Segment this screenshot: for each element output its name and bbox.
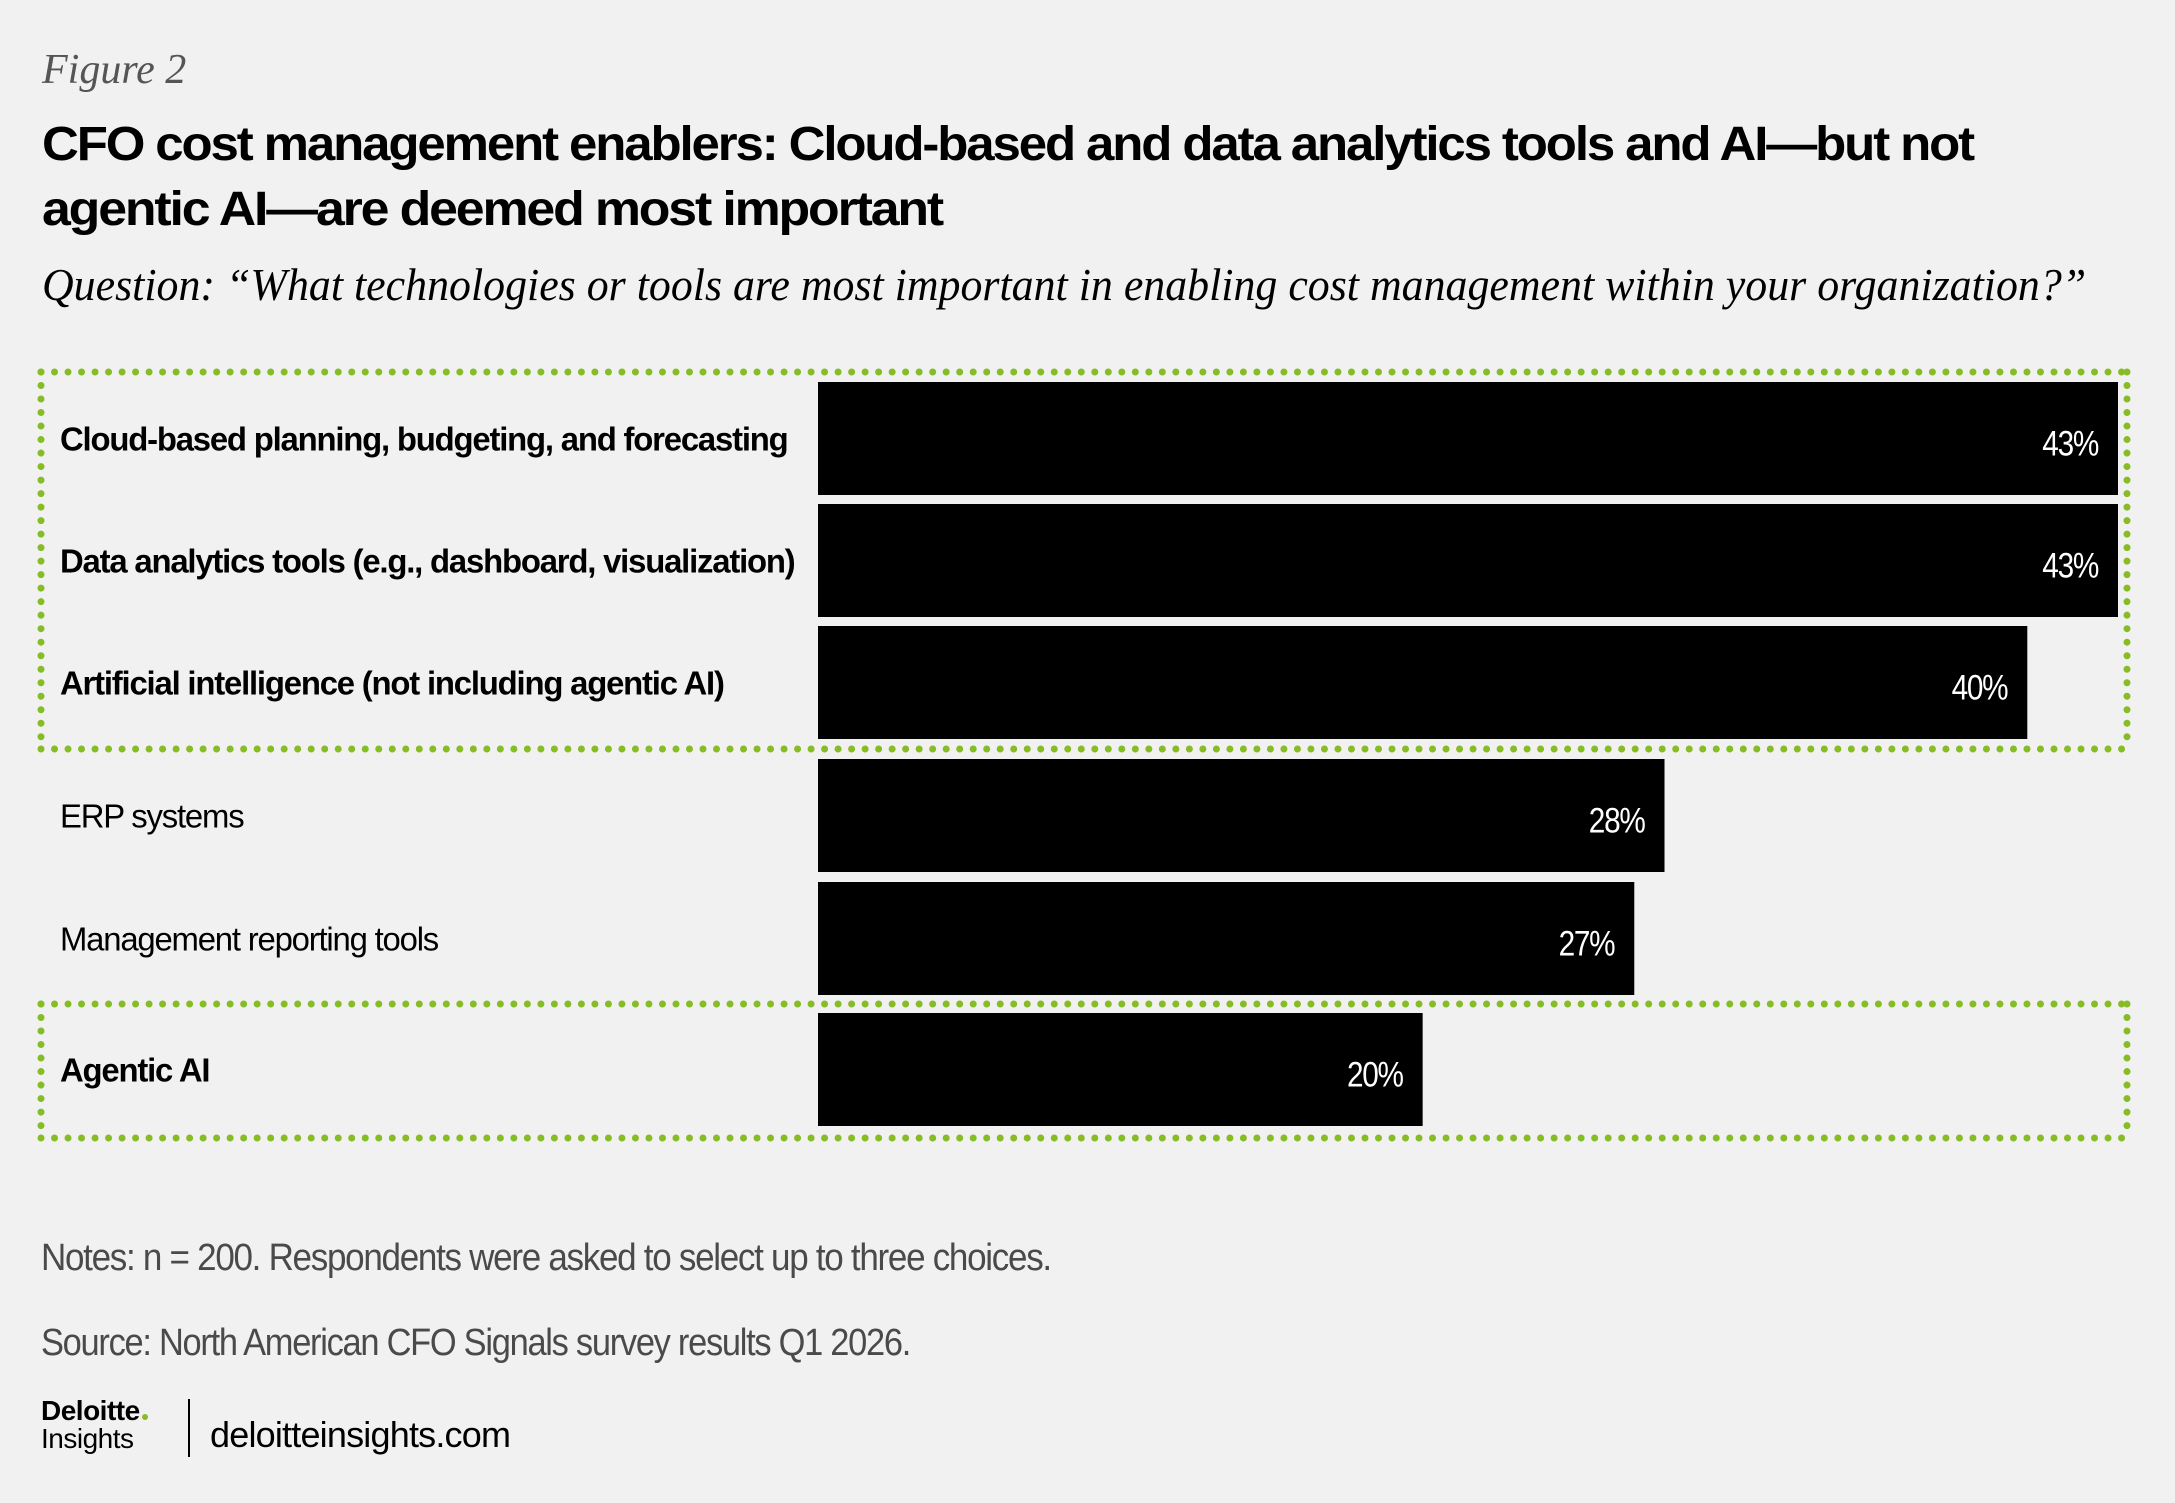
deloitte-green-dot-icon: [141, 1414, 148, 1420]
notes-text: Notes: n = 200. Respondents were asked t…: [41, 1237, 1052, 1279]
value-label: 40%: [1952, 668, 2008, 707]
value-label: 28%: [1589, 801, 1645, 840]
value-label: 27%: [1559, 924, 1615, 963]
category-label: ERP systems: [60, 797, 244, 834]
bar-0: [818, 382, 2118, 495]
survey-question: Question: “What technologies or tools ar…: [42, 259, 2087, 310]
logo-divider: [188, 1399, 190, 1457]
source-text: Source: North American CFO Signals surve…: [41, 1322, 911, 1364]
bar-2: [818, 626, 2028, 739]
category-label: Agentic AI: [60, 1051, 209, 1088]
website-link[interactable]: deloitteinsights.com: [210, 1414, 511, 1455]
bar-1: [818, 504, 2118, 617]
bar-5: [818, 1013, 1423, 1126]
figure-label: Figure 2: [42, 47, 187, 93]
insights-logo-text: Insights: [41, 1423, 134, 1454]
value-label: 43%: [2042, 546, 2098, 585]
category-label: Data analytics tools (e.g., dashboard, v…: [60, 542, 795, 579]
category-label: Cloud-based planning, budgeting, and for…: [60, 420, 788, 457]
value-label: 43%: [2042, 424, 2098, 463]
category-label: Artificial intelligence (not including a…: [60, 664, 724, 701]
deloitte-logo: Deloitte: [41, 1396, 148, 1426]
chart-title-line-1: CFO cost management enablers: Cloud-base…: [42, 118, 1975, 171]
deloitte-logo-text: Deloitte: [41, 1395, 140, 1426]
chart-title-line-2: agentic AI—are deemed most important: [42, 183, 944, 236]
bar-4: [818, 882, 1635, 995]
chart-title: CFO cost management enablers: Cloud-base…: [42, 112, 1975, 242]
bar-3: [818, 759, 1665, 872]
category-label: Management reporting tools: [60, 920, 439, 957]
value-label: 20%: [1347, 1055, 1403, 1094]
